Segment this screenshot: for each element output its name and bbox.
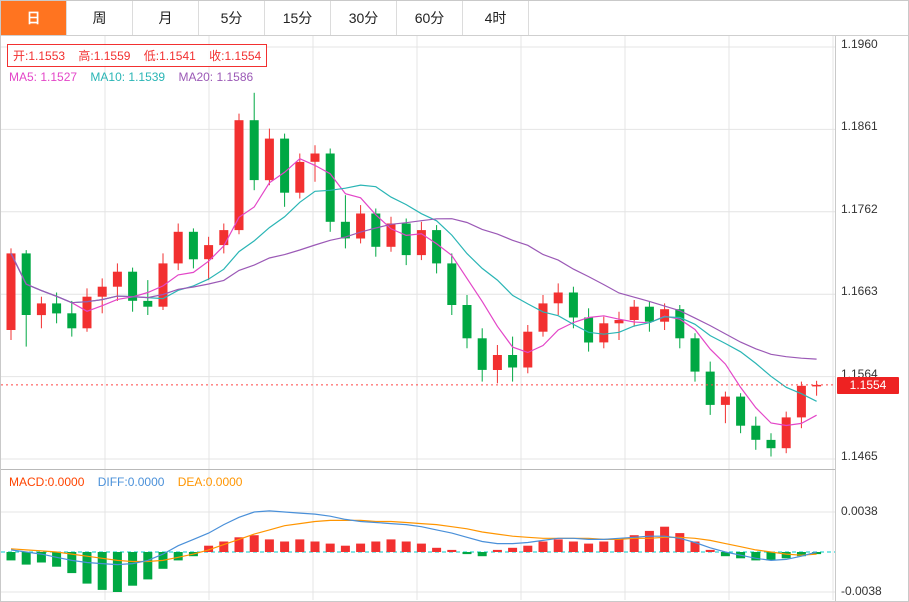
price-axis-label: 1.1465: [841, 449, 878, 463]
timeframe-tab-6[interactable]: 60分: [397, 1, 463, 35]
timeframe-tab-0[interactable]: 日: [1, 1, 67, 35]
chart-panels: 开:1.1553 高:1.1559 低:1.1541 收:1.1554 MA5:…: [1, 36, 835, 601]
timeframe-tab-7[interactable]: 4时: [463, 1, 529, 35]
macd-chart[interactable]: [1, 470, 835, 600]
macd-panel[interactable]: MACD:0.0000 DIFF:0.0000 DEA:0.0000: [1, 470, 835, 600]
macd-value-readout: MACD:0.0000: [9, 475, 85, 489]
timeframe-tab-4[interactable]: 15分: [265, 1, 331, 35]
price-axis-label: 1.1663: [841, 284, 878, 299]
price-axis-label: 1.1762: [841, 201, 878, 216]
close-readout: 收:1.1554: [209, 49, 262, 63]
ohlc-readout: 开:1.1553 高:1.1559 低:1.1541 收:1.1554: [7, 44, 268, 67]
timeframe-tab-3[interactable]: 5分: [199, 1, 265, 35]
high-readout: 高:1.1559: [78, 49, 131, 63]
price-axis-label: 1.1861: [841, 119, 878, 134]
main-price-panel[interactable]: 开:1.1553 高:1.1559 低:1.1541 收:1.1554 MA5:…: [1, 36, 835, 470]
ma5-readout: MA5: 1.1527: [9, 70, 78, 84]
timeframe-tab-1[interactable]: 周: [67, 1, 133, 35]
macd-readout: MACD:0.0000 DIFF:0.0000 DEA:0.0000: [9, 475, 252, 489]
ma20-readout: MA20: 1.1586: [178, 70, 254, 84]
chart-body: 开:1.1553 高:1.1559 低:1.1541 收:1.1554 MA5:…: [1, 36, 908, 601]
timeframe-tab-5[interactable]: 30分: [331, 1, 397, 35]
open-readout: 开:1.1553: [13, 49, 66, 63]
current-price-tag: 1.1554: [837, 376, 899, 394]
timeframe-tabbar: 日周月 5分 15分 30分 60分 4时: [1, 1, 908, 36]
price-axis-label: 1.1960: [841, 37, 878, 51]
low-readout: 低:1.1541: [143, 49, 196, 63]
diff-value-readout: DIFF:0.0000: [97, 475, 165, 489]
price-axis: 1.1960 1.1861 1.1762 1.1663 1.1564 1.1465 1.15…: [835, 36, 908, 601]
candlestick-chart[interactable]: [1, 36, 835, 469]
dea-value-readout: DEA:0.0000: [177, 475, 243, 489]
macd-axis-label: -0.0038: [841, 584, 882, 598]
ma-readout: MA5: 1.1527 MA10: 1.1539 MA20: 1.1586: [9, 70, 263, 84]
timeframe-tab-2[interactable]: 月: [133, 1, 199, 35]
ma10-readout: MA10: 1.1539: [90, 70, 166, 84]
macd-axis-label: 0.0038: [841, 504, 878, 518]
